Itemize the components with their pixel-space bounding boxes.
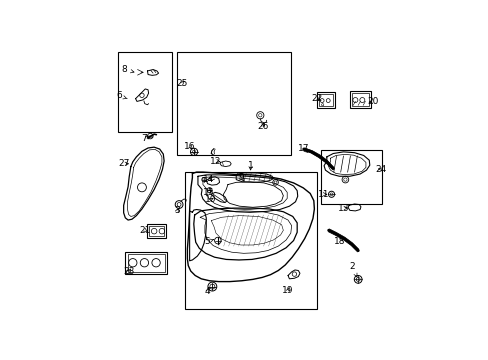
Text: 17: 17 (297, 144, 308, 153)
Text: 5: 5 (204, 237, 213, 246)
Text: 21: 21 (139, 226, 151, 235)
Text: 6: 6 (116, 91, 127, 100)
Bar (317, 92, 334, 108)
Bar (127, 253, 164, 272)
Bar (117, 51, 171, 132)
Bar (125, 252, 166, 274)
Text: 14: 14 (203, 175, 214, 184)
Text: 15: 15 (203, 188, 214, 197)
Text: 1: 1 (247, 161, 253, 170)
Text: 23: 23 (123, 266, 135, 275)
Bar (349, 91, 370, 108)
Bar (185, 172, 317, 309)
Text: 3: 3 (174, 206, 180, 215)
Text: 16: 16 (184, 142, 196, 151)
Text: 22: 22 (311, 94, 322, 103)
Text: 7: 7 (141, 134, 150, 143)
Text: 27: 27 (118, 159, 129, 168)
Bar (147, 225, 166, 238)
Bar (319, 94, 332, 105)
Text: 19: 19 (282, 286, 293, 295)
Text: 24: 24 (375, 165, 386, 174)
Text: 25: 25 (176, 79, 187, 88)
Text: 9: 9 (238, 173, 244, 182)
Text: 26: 26 (257, 122, 268, 131)
Text: 10: 10 (204, 195, 216, 204)
Text: 13: 13 (337, 204, 348, 213)
Text: 18: 18 (333, 237, 345, 246)
Bar (149, 226, 164, 236)
Text: 12: 12 (210, 157, 221, 166)
Bar (321, 150, 382, 204)
Bar (351, 93, 368, 105)
Text: 11: 11 (317, 190, 328, 199)
Text: 4: 4 (204, 287, 210, 296)
Text: 2: 2 (348, 262, 356, 277)
Bar (177, 51, 290, 156)
Text: 8: 8 (122, 65, 134, 74)
Text: 20: 20 (366, 97, 378, 106)
